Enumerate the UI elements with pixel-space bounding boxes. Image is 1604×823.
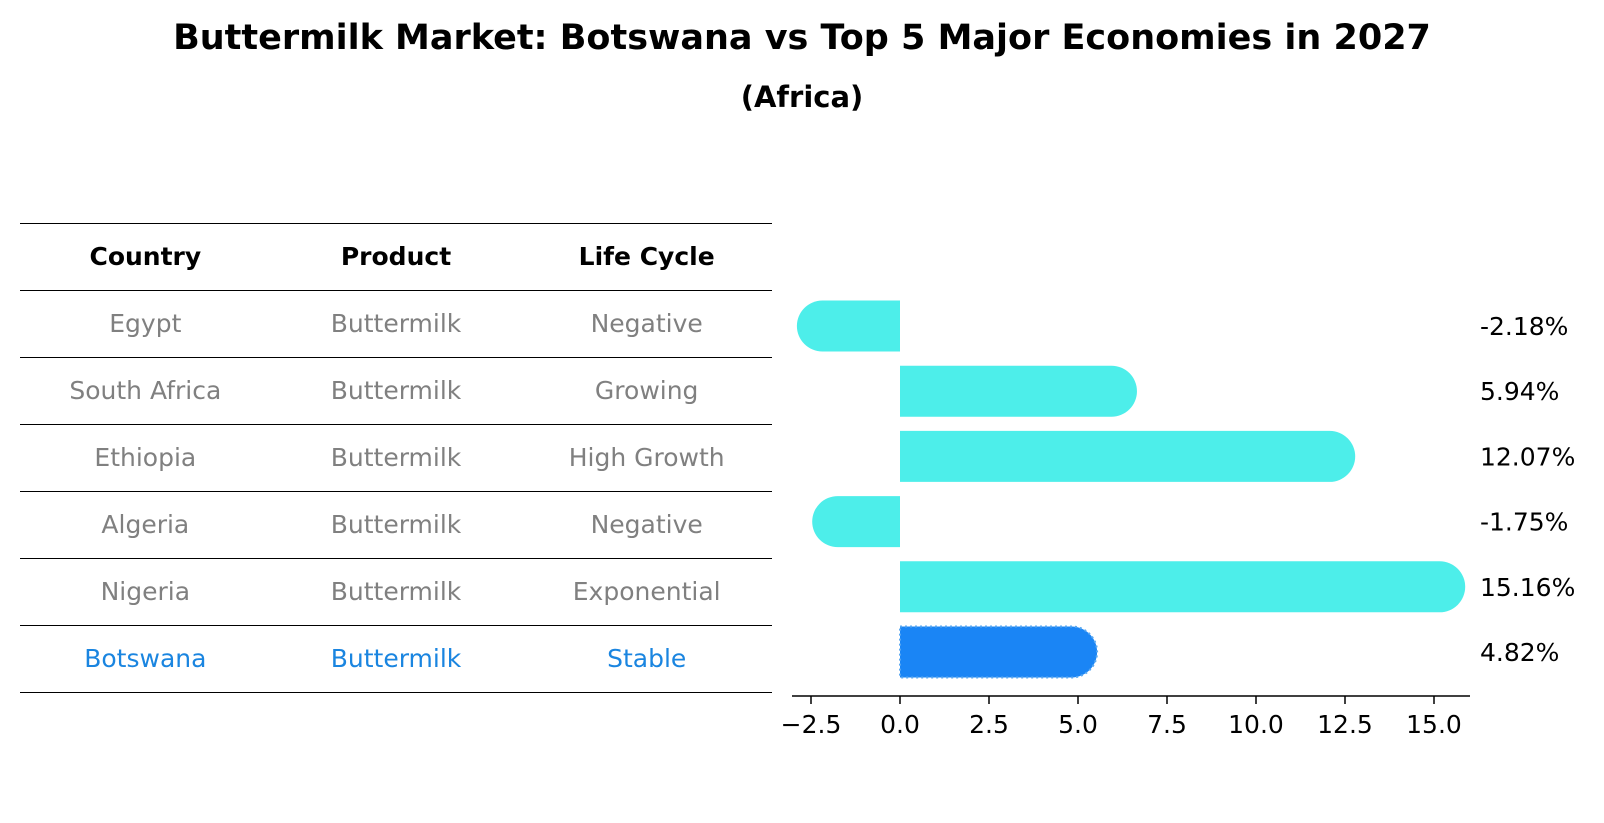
- cell-product: Buttermilk: [330, 443, 462, 472]
- x-tick-label: 2.5: [969, 710, 1009, 739]
- header-life-cycle: Life Cycle: [578, 242, 715, 271]
- table-row: Algeria Buttermilk Negative: [20, 492, 772, 559]
- bar-value-label: -1.75%: [1480, 508, 1568, 537]
- cell-country: Nigeria: [100, 577, 191, 606]
- x-tick-label: 15.0: [1406, 710, 1462, 739]
- bar-value-label: 15.16%: [1480, 573, 1575, 602]
- table-row: Egypt Buttermilk Negative: [20, 291, 772, 358]
- cell-country: South Africa: [69, 376, 222, 405]
- table-row: Ethiopia Buttermilk High Growth: [20, 425, 772, 492]
- bar-value-label: 5.94%: [1480, 377, 1559, 406]
- header-product: Product: [340, 242, 452, 271]
- bar-value-label: 4.82%: [1480, 638, 1559, 667]
- cell-life-cycle: Stable: [607, 644, 687, 673]
- cell-life-cycle: Growing: [594, 376, 699, 405]
- cell-life-cycle: Negative: [590, 510, 703, 539]
- header-country: Country: [89, 242, 202, 271]
- cell-product: Buttermilk: [330, 644, 462, 673]
- cell-product: Buttermilk: [330, 510, 462, 539]
- x-tick-label: 7.5: [1147, 710, 1187, 739]
- cell-product: Buttermilk: [330, 376, 462, 405]
- bar: [900, 430, 1356, 482]
- table-row: Nigeria Buttermilk Exponential: [20, 559, 772, 626]
- bar: [900, 365, 1137, 417]
- chart-subtitle: (Africa): [740, 80, 864, 114]
- bar: [812, 496, 900, 548]
- bar: [796, 300, 900, 352]
- x-tick-label: −2.5: [781, 710, 842, 739]
- chart-title: Buttermilk Market: Botswana vs Top 5 Maj…: [173, 18, 1431, 58]
- bar: [900, 561, 1466, 613]
- x-tick-label: 12.5: [1317, 710, 1373, 739]
- cell-life-cycle: High Growth: [568, 443, 725, 472]
- cell-country: Botswana: [84, 644, 207, 673]
- cell-country: Egypt: [109, 309, 182, 338]
- cell-product: Buttermilk: [330, 577, 462, 606]
- x-tick-label: 10.0: [1228, 710, 1284, 739]
- table-header-row: Country Product Life Cycle: [20, 223, 772, 291]
- x-tick-label: 5.0: [1058, 710, 1098, 739]
- x-tick-label: 0.0: [880, 710, 920, 739]
- cell-life-cycle: Negative: [590, 309, 703, 338]
- cell-country: Ethiopia: [94, 443, 197, 472]
- bar-highlight: [899, 625, 1099, 679]
- bar-value-label: -2.18%: [1480, 312, 1568, 341]
- country-table: Country Product Life Cycle Egypt Butterm…: [20, 223, 772, 693]
- table-row: South Africa Buttermilk Growing: [20, 358, 772, 425]
- table-row-highlight: Botswana Buttermilk Stable: [20, 626, 772, 693]
- cell-product: Buttermilk: [330, 309, 462, 338]
- cell-life-cycle: Exponential: [572, 577, 721, 606]
- cell-country: Algeria: [101, 510, 190, 539]
- bar-value-label: 12.07%: [1480, 442, 1575, 471]
